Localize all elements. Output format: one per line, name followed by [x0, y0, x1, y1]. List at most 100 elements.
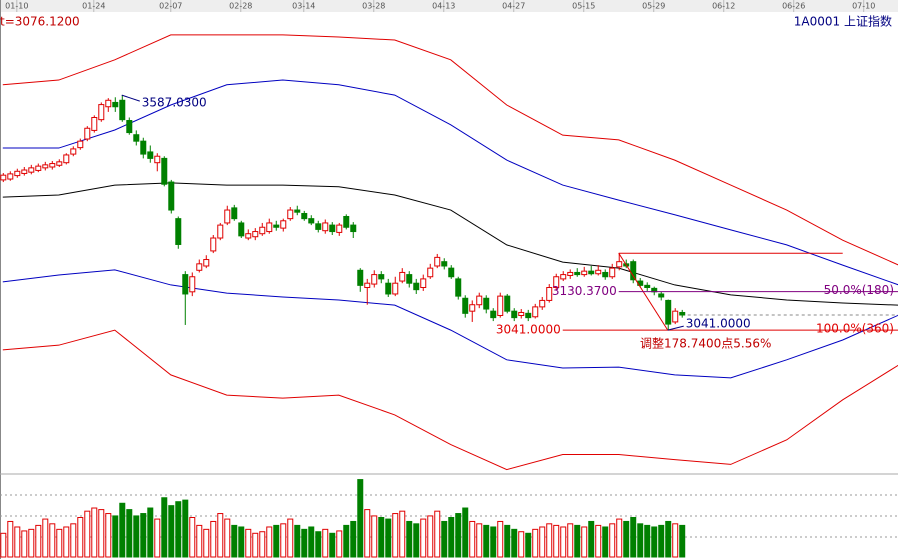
volume-bar	[672, 523, 679, 558]
volume-bar	[28, 528, 35, 558]
volume-bar	[343, 524, 350, 558]
volume-bar	[539, 526, 546, 558]
candle-body	[133, 134, 140, 142]
volume-bar	[84, 510, 91, 558]
x-tick-label: 03-14	[292, 2, 315, 11]
x-tick-label: 06-26	[782, 2, 805, 11]
volume-bar	[546, 523, 553, 558]
volume-bar	[623, 520, 630, 558]
volume-bar	[427, 515, 434, 558]
x-tick-label: 06-12	[712, 2, 735, 11]
candle-body	[315, 223, 322, 230]
volume-bar	[413, 523, 420, 558]
band-line	[2, 79, 898, 286]
candle-body	[644, 284, 651, 289]
volume-bar	[665, 520, 672, 558]
volume-bar	[462, 507, 469, 558]
volume-bar	[476, 523, 483, 558]
band-line	[2, 269, 898, 379]
peak-label: 3587.0300	[142, 96, 207, 110]
volume-bar	[553, 524, 560, 558]
candle-body	[21, 169, 28, 174]
volume-bar	[392, 513, 399, 558]
volume-bar	[245, 528, 252, 558]
volume-bar	[336, 530, 343, 558]
volume-bar	[21, 530, 28, 558]
volume-bar	[581, 526, 588, 558]
volume-bar	[154, 518, 161, 558]
candle-body	[294, 209, 301, 213]
volume-bar	[98, 509, 105, 558]
candle-body	[196, 263, 203, 271]
volume-bar	[434, 510, 441, 558]
x-tick-label: 05-15	[572, 2, 595, 11]
volume-bar	[196, 524, 203, 558]
fib-price-label: 3130.3700	[552, 284, 617, 298]
volume-bar	[560, 526, 567, 558]
candle-body	[224, 209, 231, 224]
candle-body	[672, 310, 679, 323]
volume-bar	[399, 510, 406, 558]
volume-bar	[112, 515, 119, 558]
volume-bar	[448, 517, 455, 558]
x-tick-label: 04-27	[502, 2, 525, 11]
candle-body	[525, 312, 532, 319]
candle-body	[532, 306, 539, 318]
volume-bar	[378, 517, 385, 558]
candle-body	[329, 224, 336, 233]
volume-bar	[609, 523, 616, 558]
candle-body	[490, 310, 497, 319]
candle-body	[616, 261, 623, 268]
volume-bar	[630, 517, 637, 558]
volume-bar	[567, 523, 574, 558]
candle-body	[350, 224, 357, 233]
volume-bar	[483, 524, 490, 558]
volume-bar	[588, 520, 595, 558]
x-tick-label: 04-13	[432, 2, 455, 11]
candle-body	[77, 140, 84, 149]
candle-body	[371, 274, 378, 285]
candle-body	[455, 278, 462, 297]
volume-bar	[518, 531, 525, 558]
x-tick-label: 07-10	[852, 2, 875, 11]
volume-bar	[574, 524, 581, 558]
volume-bar	[441, 520, 448, 558]
candle-body	[434, 256, 441, 267]
candle-body	[168, 181, 175, 211]
x-tick-label: 02-28	[229, 2, 252, 11]
volume-bar	[217, 513, 224, 558]
candle-body	[469, 304, 476, 312]
candle-body	[504, 295, 511, 312]
candle-body	[602, 271, 609, 278]
candle-body	[595, 269, 602, 275]
volume-bar	[350, 520, 357, 558]
candle-body	[252, 231, 259, 238]
candle-body	[14, 170, 21, 177]
x-tick-label: 01-24	[82, 2, 105, 11]
candle-body	[497, 295, 504, 316]
x-tick-label: 05-29	[642, 2, 665, 11]
candle-body	[511, 310, 518, 319]
volume-bar	[231, 524, 238, 558]
candle-body	[42, 164, 49, 169]
candle-body	[245, 233, 252, 239]
candle-body	[441, 261, 448, 267]
volume-bar	[602, 526, 609, 558]
volume-bar	[161, 497, 168, 558]
volume-bar	[357, 479, 364, 558]
volume-bar	[266, 526, 273, 558]
volume-bar	[35, 524, 42, 558]
candle-body	[105, 99, 112, 108]
volume-bar	[679, 524, 686, 558]
candle-body	[322, 222, 329, 232]
candle-body	[238, 222, 245, 237]
trough-pointer	[667, 325, 684, 331]
volume-bar	[273, 524, 280, 558]
volume-bar	[329, 532, 336, 558]
candle-body	[98, 104, 105, 121]
volume-bar	[63, 526, 70, 558]
candle-body	[336, 224, 343, 233]
candle-body	[147, 151, 154, 159]
